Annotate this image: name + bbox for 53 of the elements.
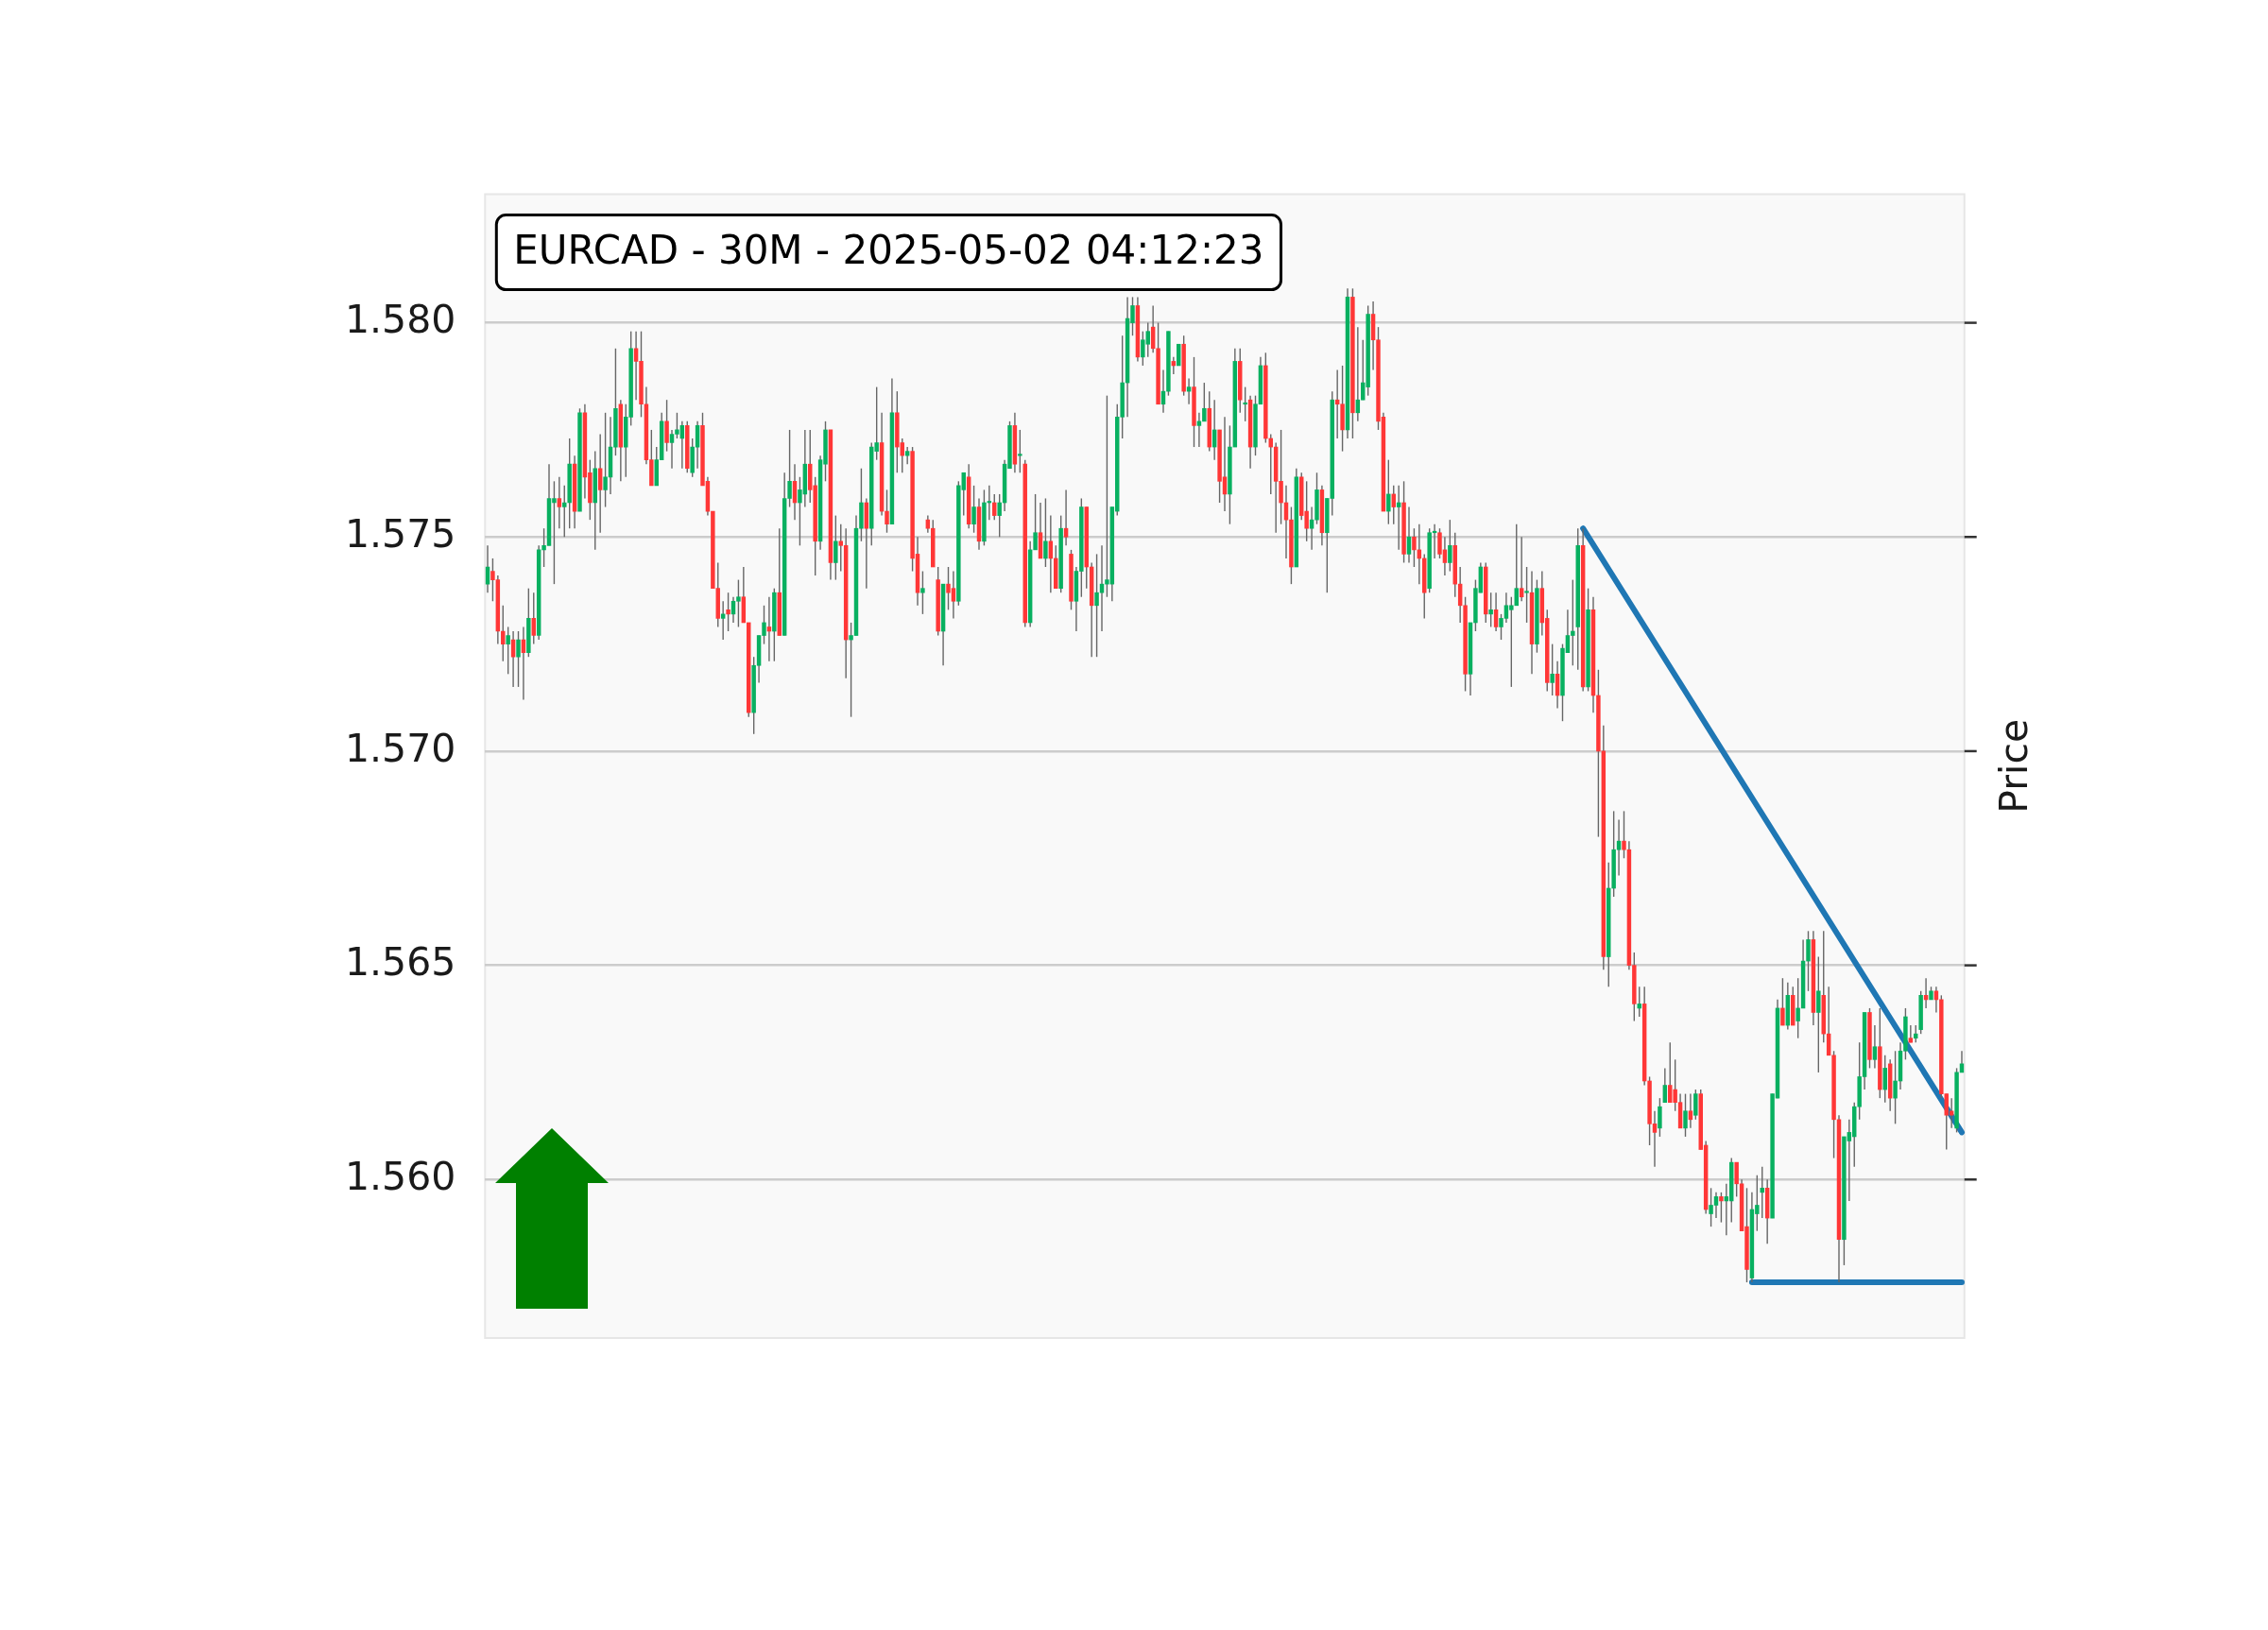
candlestick [1406, 506, 1412, 564]
candlestick [1063, 489, 1069, 547]
candlestick [1177, 343, 1181, 367]
candlestick [1688, 1092, 1693, 1129]
candlestick [1524, 566, 1529, 624]
candlestick [1033, 493, 1038, 551]
candlestick [1893, 1050, 1898, 1125]
candlestick [1493, 592, 1499, 632]
candlestick [1043, 497, 1048, 568]
candlestick [833, 514, 838, 581]
y-tick-label: 1.570 [344, 725, 456, 771]
y-axis-title: Price [1991, 718, 2037, 814]
candlestick [1309, 506, 1314, 551]
candlestick [1949, 1097, 1954, 1129]
candlestick [506, 626, 510, 676]
candlestick [971, 485, 976, 534]
candlestick [1796, 977, 1800, 1039]
candlestick [1550, 643, 1555, 696]
candlestick [531, 592, 536, 645]
candlestick [920, 570, 925, 615]
candlestick [885, 489, 889, 534]
candlestick [1519, 536, 1524, 602]
y-tick-label: 1.560 [344, 1153, 456, 1199]
candlestick [1683, 1092, 1688, 1138]
candlestick [1872, 1024, 1878, 1070]
text: EURCAD - 30M - 2025-05-02 04:12:23 [513, 227, 1264, 274]
candlestick [664, 399, 669, 453]
candlestick [1693, 1089, 1698, 1121]
candlestick [1658, 1097, 1662, 1138]
candlestick [1908, 1024, 1914, 1043]
candlestick [1780, 977, 1785, 1026]
candlestick [597, 433, 603, 534]
candlestick [516, 630, 521, 688]
candlestick [1018, 429, 1022, 473]
candlestick [997, 493, 1002, 538]
candlestick [510, 630, 516, 688]
candlestick [1048, 514, 1054, 593]
candlestick [726, 592, 730, 632]
candlestick [1816, 955, 1821, 1073]
y-tick-label: 1.565 [344, 939, 456, 986]
candlestick [1662, 1067, 1668, 1104]
candlestick [1806, 930, 1811, 992]
candlestick [1202, 382, 1207, 422]
candlestick [1448, 519, 1452, 573]
candlestick [1412, 527, 1417, 568]
candlestick [1488, 592, 1493, 628]
y-tick-label: 1.580 [344, 297, 456, 343]
candlestick [1719, 1192, 1724, 1224]
candlestick [1386, 458, 1391, 525]
candlestick [557, 476, 562, 529]
candlestick [1243, 386, 1247, 422]
y-tick-label: 1.575 [344, 510, 456, 557]
candlestick [1933, 986, 1939, 1014]
